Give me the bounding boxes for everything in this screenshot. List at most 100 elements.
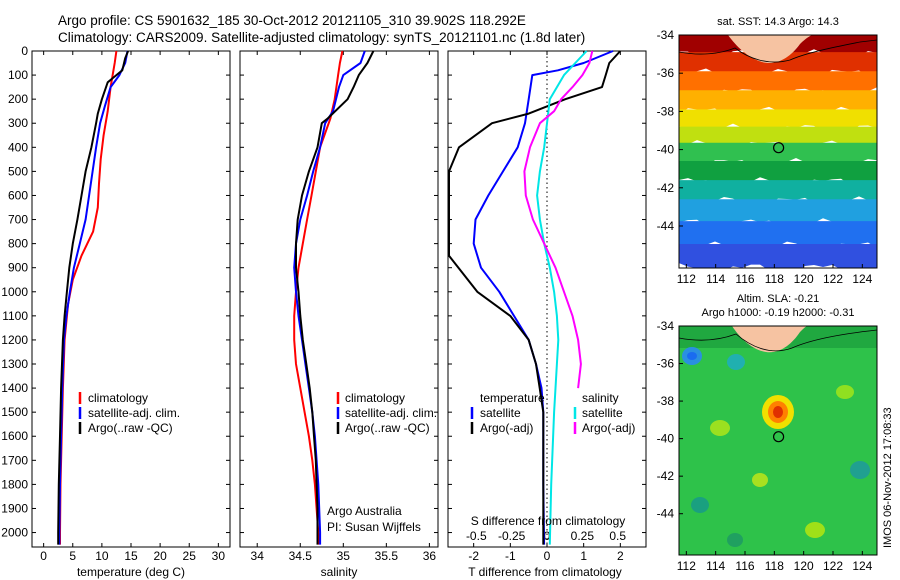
y-tick-label: 1600 [1,429,28,443]
x-tick-label: 0 [40,549,47,563]
figure-title-line2: Climatology: CARS2009. Satellite-adjuste… [58,30,585,45]
sst-band [679,221,877,251]
salinity-xlabel: salinity [321,565,358,579]
x-tick-label: 30 [212,549,226,563]
legend-label-satellite: satellite-adj. clim. [345,406,437,420]
sst-map-frame [678,34,878,269]
y-tick-label: 800 [8,237,28,251]
series-line-argo-raw-qc [57,50,130,545]
map-x-tick-label: 118 [765,559,784,573]
y-tick-label: 0 [21,44,28,58]
series-line-salinity-satellite [536,50,588,545]
legend-label-s-satellite: satellite [582,406,623,420]
sla-map-frame [678,325,878,556]
y-tick-label: 600 [8,188,28,202]
map-y-tick-label: -38 [657,104,675,118]
sla-field [679,326,877,555]
difference-profile-panel: -2 -1 0 1 2 -0.5 -0.25 0 0.25 0.5 S difference fr… [447,50,647,579]
y-tick-label: 1900 [1,501,28,515]
y-tick-label: 1700 [1,453,28,467]
series-line-argo-raw-qc [295,50,375,545]
x2-tick-label: -0.5 [466,529,487,543]
x2-tick-label: 0.25 [571,529,595,543]
x-tick-label: 10 [95,549,109,563]
legend-label-satellite: satellite-adj. clim. [88,406,180,420]
series-line-temperature-argo-adj [448,50,622,545]
x-tick-label: 20 [153,549,167,563]
figure-title-line1: Argo profile: CS 5901632_185 30-Oct-2012… [58,13,526,28]
legend-label-argo: Argo(..raw -QC) [88,421,173,435]
y-tick-label: 1300 [1,357,28,371]
x-tick-label: 36 [423,549,437,563]
legend-label-climatology: climatology [345,391,405,405]
map-y-tick-label: -42 [657,181,675,195]
x-tick-label: 15 [124,549,138,563]
sst-band [679,244,877,268]
legend-label-t-argo: Argo(-adj) [480,421,533,435]
map-y-tick-label: -34 [657,319,675,333]
x-tick-label: -1 [505,549,516,563]
salinity-legend: climatology satellite-adj. clim. Argo(..… [336,391,437,435]
map-x-tick-label: 112 [677,272,696,286]
map-y-tick-label: -34 [657,28,675,42]
sst-map-title: sat. SST: 14.3 Argo: 14.3 [717,16,839,28]
coast-contour-sst [679,39,877,63]
legend-label-argo: Argo(..raw -QC) [345,421,430,435]
x-tick-label: 0 [544,549,551,563]
map-x-tick-label: 124 [852,272,872,286]
sst-field [679,35,877,268]
map-x-tick-label: 114 [706,272,725,286]
map-y-tick-label: -40 [657,143,675,157]
map-x-tick-label: 122 [823,559,843,573]
map-x-tick-label: 120 [794,559,814,573]
map-x-tick-label: 122 [823,272,843,286]
argo-float-marker [772,142,785,154]
x2-tick-label: -0.25 [498,529,526,543]
series-line-temperature-satellite [472,50,614,545]
map-x-tick-label: 118 [765,272,784,286]
y-tick-label: 500 [8,164,28,178]
x-tick-label: 34 [251,549,265,563]
y-tick-label: 1800 [1,477,28,491]
temperature-profile-panel: 0100200300400500600700800900100011001200… [1,44,231,579]
map-y-tick-label: -36 [657,66,675,80]
x-tick-label: 35 [337,549,351,563]
x-tick-label: 5 [69,549,76,563]
sla-map-subtitle: Argo h1000: -0.19 h2000: -0.31 [702,307,855,319]
annotation-argo-australia: Argo Australia [327,504,402,518]
x-tick-label: -2 [468,549,479,563]
legend-label-climatology: climatology [88,391,148,405]
y-tick-label: 100 [8,68,28,82]
y-tick-label: 1400 [1,381,28,395]
series-line-salinity-argo-adj [523,50,594,389]
y-tick-label: 200 [8,92,28,106]
sst-map-panel: sat. SST: 14.3 Argo: 14.3 112 114 116 118 12… [657,16,878,286]
difference-legend: temperature satellite Argo(-adj) salinit… [470,391,635,435]
x2-tick-label: 0 [544,529,551,543]
difference-xlabel: T difference from climatology [468,565,622,579]
map-x-tick-label: 116 [735,272,754,286]
imos-stamp: IMOS 06-Nov-2012 17:08:33 [882,407,894,548]
salinity-axes-frame [239,50,439,548]
map-x-tick-label: 114 [706,559,725,573]
series-line-satellite-adj-clim [293,50,366,545]
x2-tick-label: 0.5 [609,529,626,543]
y-tick-label: 1200 [1,333,28,347]
x-tick-label: 34.5 [289,549,313,563]
map-y-tick-label: -36 [657,357,675,371]
australia-land-sla [732,326,808,353]
legend-title-salinity: salinity [582,391,619,405]
map-y-tick-label: -38 [657,394,675,408]
australia-land-sst [728,35,812,64]
y-tick-label: 700 [8,213,28,227]
map-x-tick-label: 120 [794,272,814,286]
x-tick-label: 2 [617,549,624,563]
coast-contour-sla [679,329,877,352]
y-tick-label: 1000 [1,285,28,299]
x-tick-label: 35.5 [375,549,399,563]
difference-x2label: S difference from climatology [471,514,626,528]
y-tick-label: 900 [8,261,28,275]
map-y-tick-label: -42 [657,469,675,483]
map-y-tick-label: -44 [657,219,675,233]
